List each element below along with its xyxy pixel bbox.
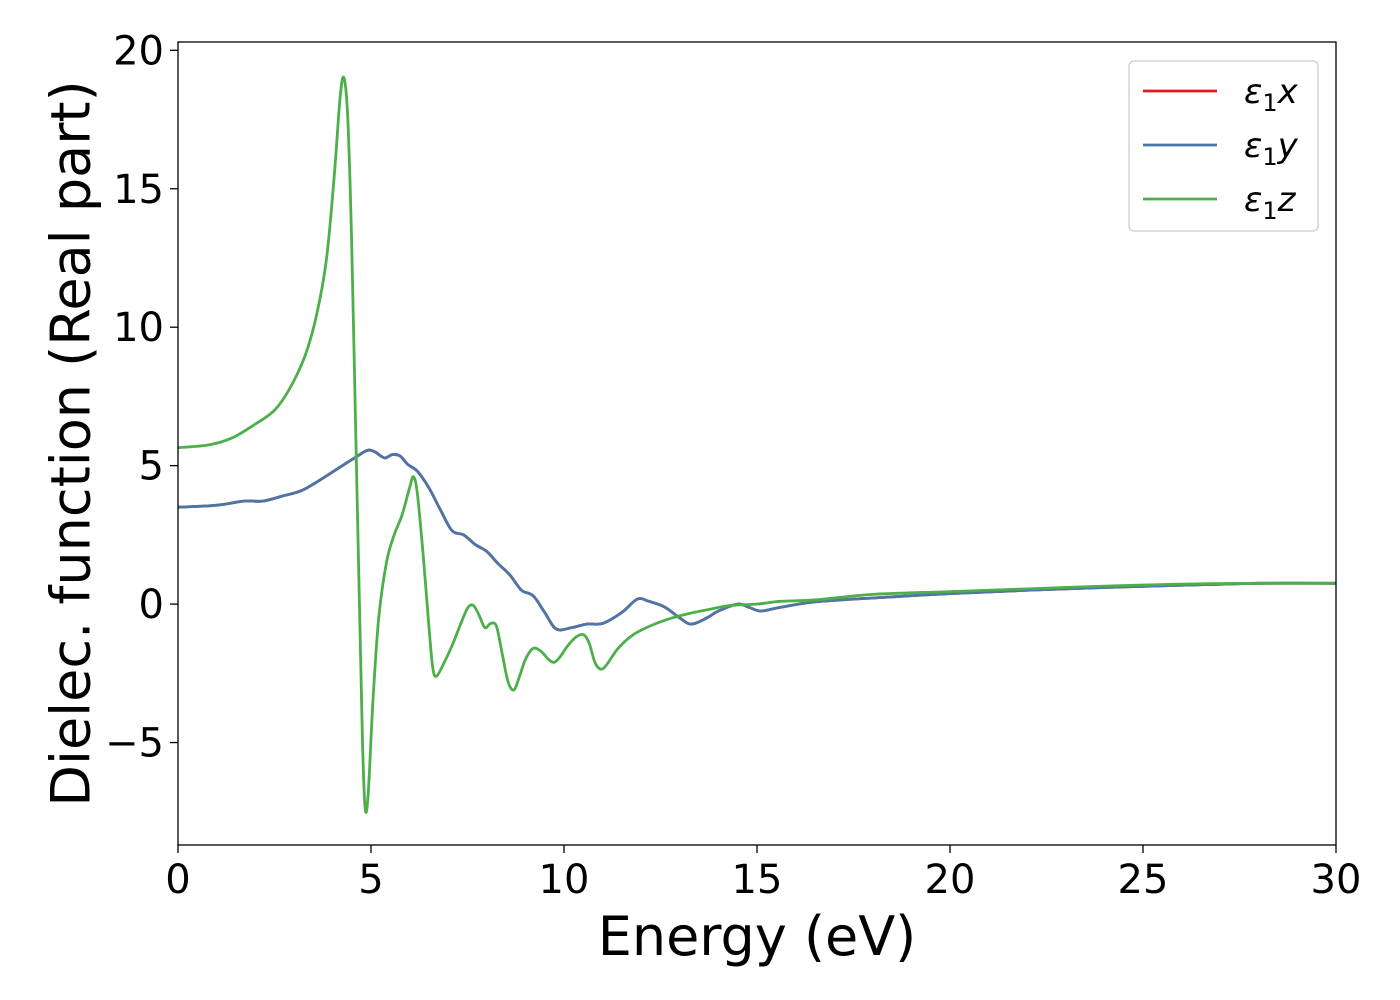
ticks-layer: 0 5 10 15 20 25 30 −5 0 5 10 15 20 <box>105 28 1361 903</box>
legend-label-tail: x <box>1277 72 1299 112</box>
x-tick-label: 15 <box>732 857 783 903</box>
legend-label-tail: z <box>1277 180 1297 220</box>
legend-label: ε1z <box>1244 180 1297 225</box>
legend-box <box>1128 60 1319 232</box>
x-tick-label: 10 <box>539 857 590 903</box>
legend-label-sub: 1 <box>1262 143 1277 171</box>
legend-label-base: ε <box>1244 126 1262 166</box>
x-tick-label: 25 <box>1118 857 1169 903</box>
y-tick-label: 10 <box>113 305 164 351</box>
legend-label: ε1x <box>1244 72 1299 117</box>
legend-label-sub: 1 <box>1262 89 1277 117</box>
series-line-y <box>178 448 1336 632</box>
x-tick-label: 0 <box>165 857 190 903</box>
legend-label-base: ε <box>1244 180 1262 220</box>
legend-label-sub: 1 <box>1262 197 1277 225</box>
y-axis-label: Dielec. function (Real part) <box>40 80 103 806</box>
x-axis-label: Energy (eV) <box>598 905 917 968</box>
y-tick-label: 5 <box>139 444 164 490</box>
series-line-z <box>178 75 1336 814</box>
y-tick-label: 15 <box>113 167 164 213</box>
y-tick-label: −5 <box>105 721 164 767</box>
x-tick-label: 20 <box>925 857 976 903</box>
x-tick-label: 5 <box>358 857 383 903</box>
x-tick-label: 30 <box>1311 857 1362 903</box>
legend-label-base: ε <box>1244 72 1262 112</box>
legend-label: ε1y <box>1244 126 1299 171</box>
y-tick-label: 20 <box>113 28 164 74</box>
series-layer <box>178 75 1336 814</box>
legend-label-tail: y <box>1277 126 1299 166</box>
y-tick-label: 0 <box>139 582 164 628</box>
